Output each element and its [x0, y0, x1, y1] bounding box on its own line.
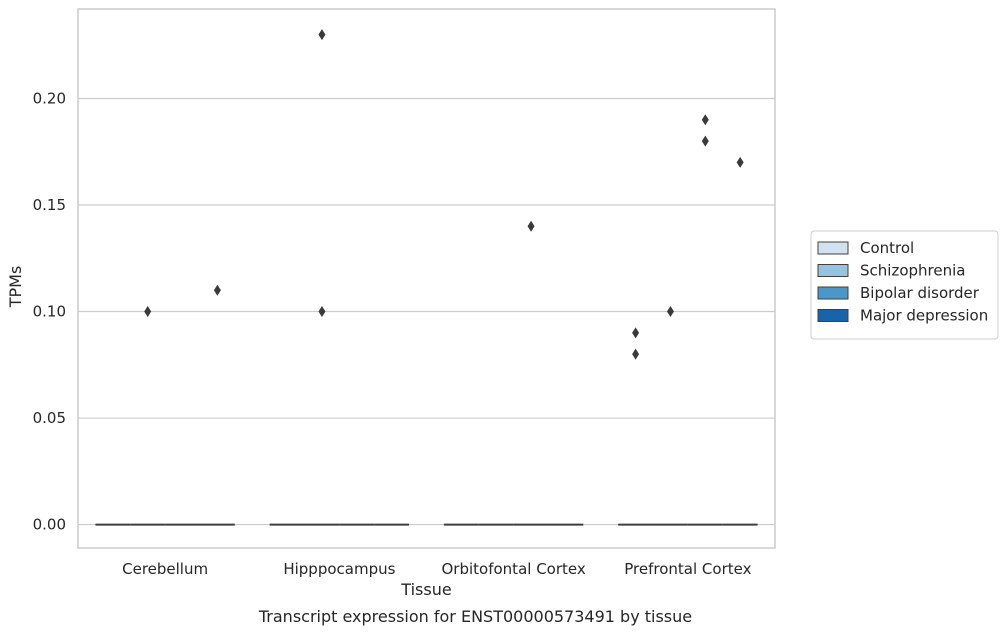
legend-label: Control: [860, 239, 914, 257]
legend-swatch: [817, 241, 849, 255]
y-tick-labels: 0.00 0.05 0.10 0.15 0.20: [33, 89, 66, 533]
outlier-point: [213, 284, 221, 296]
outlier-point: [318, 29, 326, 41]
legend-swatch: [817, 264, 849, 277]
outlier-point: [701, 114, 709, 126]
y-tick-label: 0.20: [33, 89, 66, 107]
outlier-layer: [144, 29, 744, 360]
y-tick-label: 0.15: [33, 196, 66, 214]
legend-label: Schizophrenia: [860, 262, 965, 280]
x-tick-label: Hipppocampus: [283, 560, 395, 578]
chart-caption: Transcript expression for ENST0000057349…: [258, 607, 692, 626]
y-tick-label: 0.00: [33, 516, 66, 534]
y-axis-label: TPMs: [6, 266, 25, 309]
outlier-point: [527, 220, 535, 232]
x-tick-label: Orbitofontal Cortex: [442, 560, 586, 578]
outlier-point: [318, 306, 326, 318]
legend: Control Schizophrenia Bipolar disorder Majo…: [810, 230, 999, 340]
outlier-point: [632, 348, 640, 360]
x-tick-label: Prefrontal Cortex: [624, 560, 751, 578]
legend-swatch: [817, 309, 849, 322]
legend-swatch: [817, 286, 849, 300]
legend-label: Major depression: [860, 307, 988, 325]
y-tick-label: 0.05: [33, 409, 66, 427]
x-tick-label: Cerebellum: [122, 560, 208, 578]
y-tick-label: 0.10: [33, 303, 66, 321]
outlier-point: [144, 306, 152, 318]
legend-label: Bipolar disorder: [860, 284, 980, 302]
outlier-point: [632, 327, 640, 339]
x-tick-labels: Cerebellum Hipppocampus Orbitofontal Corte…: [122, 560, 751, 578]
outlier-point: [701, 135, 709, 147]
plot-frame: [77, 8, 776, 549]
outlier-point: [736, 156, 744, 168]
legend-frame: [810, 230, 999, 340]
x-axis-label: Tissue: [400, 580, 451, 599]
outlier-point: [666, 306, 674, 318]
